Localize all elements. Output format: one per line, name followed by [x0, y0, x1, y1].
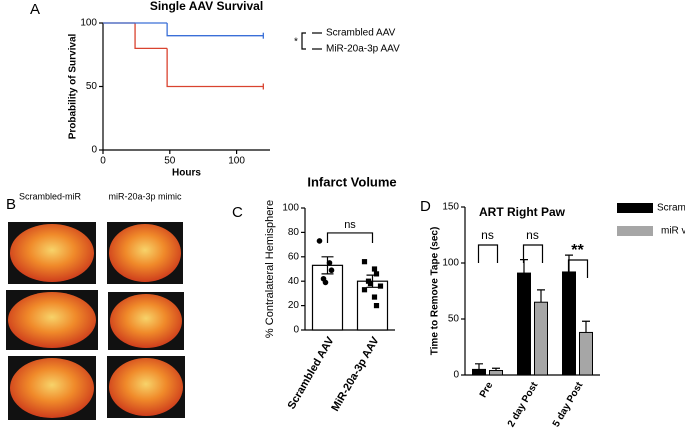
chart-title: ART Right Paw	[479, 205, 566, 219]
brain-images	[6, 222, 185, 420]
legend-label: Scrambled AAV	[326, 28, 396, 39]
survival-step	[134, 23, 168, 50]
bar	[472, 368, 486, 376]
panel-label: A	[30, 1, 40, 18]
y-tick-label: 50	[448, 314, 460, 325]
significance-bracket	[301, 32, 306, 50]
y-tick-label: 60	[288, 251, 300, 262]
bar	[311, 264, 344, 331]
significance-bracket	[522, 244, 544, 263]
y-tick-label: 50	[86, 81, 98, 92]
data-point	[361, 287, 368, 293]
y-tick-label: 80	[288, 227, 300, 238]
error-bar	[475, 363, 483, 370]
y-tick-label: 0	[453, 370, 459, 381]
data-point	[316, 238, 323, 244]
significance: *	[294, 37, 298, 48]
y-tick-label: 0	[293, 325, 299, 336]
x-tick-label: Scrambled AAV	[286, 334, 337, 411]
significance: ns	[481, 228, 494, 242]
y-tick-label: 40	[288, 276, 300, 287]
data-point	[373, 303, 380, 309]
y-axis-label: Probability of Survival	[68, 33, 79, 139]
panel-label: B	[6, 196, 16, 213]
significance-bracket	[567, 259, 589, 278]
data-point	[361, 259, 368, 265]
y-tick-label: 150	[442, 202, 459, 213]
significance: ns	[344, 219, 356, 231]
data-point	[328, 267, 335, 274]
data-point	[371, 294, 378, 300]
image-column-label: Scrambled-miR	[19, 191, 82, 201]
x-tick-label: 5 day Post	[551, 380, 586, 429]
bar	[517, 272, 531, 376]
bar	[562, 271, 576, 376]
chart-title: Single AAV Survival	[150, 0, 263, 13]
legend-swatch	[617, 226, 653, 236]
survival-step	[166, 23, 264, 37]
chart-title: Infarct Volume	[307, 174, 396, 189]
panel-label: C	[232, 204, 243, 221]
bar	[534, 301, 548, 376]
error-bar	[537, 289, 545, 303]
legend-swatch	[617, 203, 653, 213]
bar	[489, 370, 503, 376]
significance: **	[571, 242, 584, 259]
error-bar	[321, 256, 334, 275]
data-point	[373, 271, 380, 277]
y-axis-label: Time to Remove Tape (sec)	[430, 227, 441, 356]
significance-bracket	[477, 244, 499, 263]
survival-step	[166, 48, 264, 88]
x-tick-label: MiR-20a-3p AAV	[329, 334, 382, 413]
legend-label: MiR-20a-3p AAV	[326, 44, 400, 55]
x-axis-label: Hours	[172, 168, 201, 179]
y-tick-label: 100	[282, 203, 299, 214]
image-column-label: miR-20a-3p mimic	[108, 191, 182, 201]
error-bar	[582, 320, 590, 333]
bar	[579, 331, 593, 376]
x-tick-label: 100	[228, 156, 245, 167]
significance: ns	[526, 228, 539, 242]
y-tick-label: 100	[442, 258, 459, 269]
x-tick-label: 0	[100, 156, 106, 167]
legend-label: Scrambled	[657, 203, 685, 214]
legend-label: miR vector	[661, 226, 685, 237]
data-point	[367, 281, 374, 287]
y-tick-label: 0	[91, 145, 97, 156]
panel-label: D	[420, 198, 431, 215]
data-point	[322, 279, 329, 286]
data-point	[377, 283, 384, 289]
data-point	[326, 260, 333, 266]
y-tick-label: 100	[80, 18, 97, 29]
y-axis-label: % Contralateral Hemisphere	[264, 200, 276, 338]
x-tick-label: Pre	[478, 380, 496, 400]
x-tick-label: 2 day Post	[506, 380, 541, 429]
y-tick-label: 20	[288, 300, 300, 311]
significance-bracket	[326, 232, 374, 243]
x-tick-label: 50	[164, 156, 176, 167]
data-point	[371, 266, 378, 272]
